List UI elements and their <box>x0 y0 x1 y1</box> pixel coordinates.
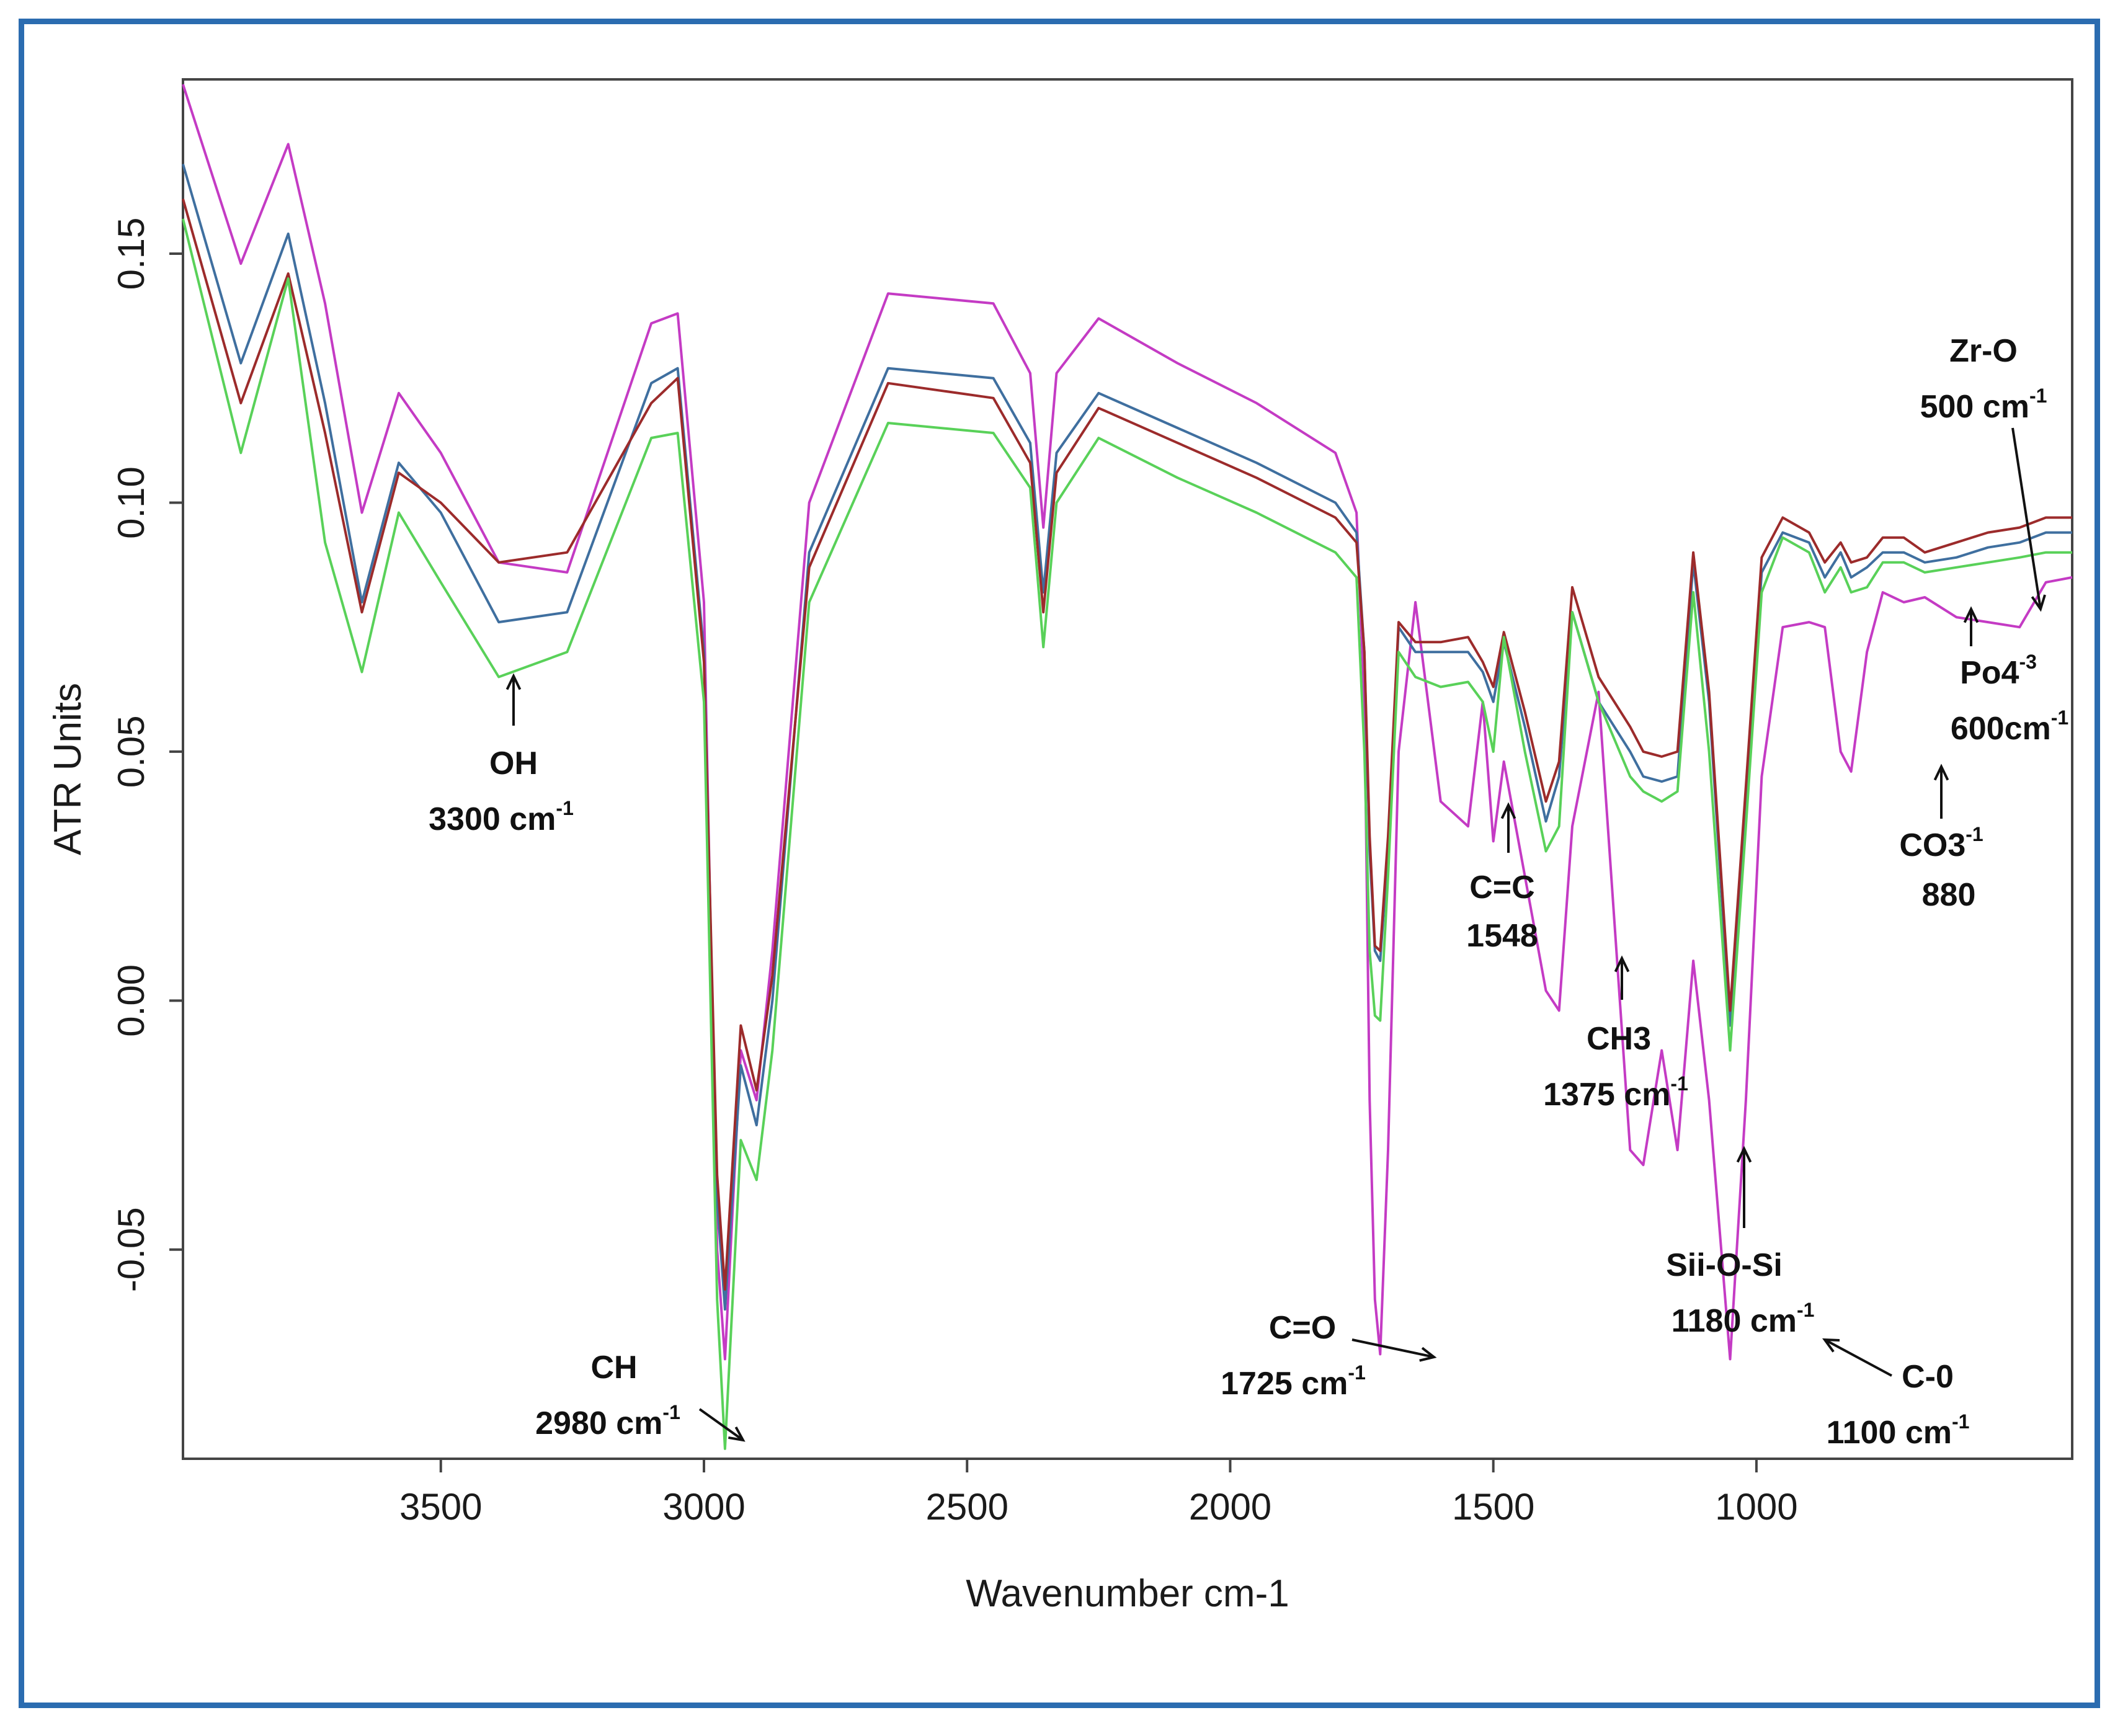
annotation-arrows <box>505 427 2046 1442</box>
annotation-arrow-1 <box>505 673 522 726</box>
x-tick-label: 3500 <box>399 1486 482 1528</box>
y-tick-label: 0.00 <box>110 964 152 1037</box>
annotation-co3-value: 880 <box>1922 877 1976 913</box>
x-tick-label: 1000 <box>1715 1486 1797 1528</box>
y-axis-title: ATR Units <box>47 683 89 855</box>
x-tick-label: 2000 <box>1189 1486 1271 1528</box>
x-tick-label: 2500 <box>925 1486 1008 1528</box>
x-tick-label: 3000 <box>662 1486 745 1528</box>
x-axis: 3500 3000 2500 2000 1500 1000 <box>399 1459 1798 1528</box>
y-tick-label: 0.05 <box>110 716 152 788</box>
annotation-co-label: C=O <box>1269 1310 1336 1346</box>
annotation-po4-value: 600cm-1 <box>1951 706 2068 747</box>
annotation-zro-label: Zr-O <box>1949 333 2018 369</box>
y-tick-label: 0.15 <box>110 218 152 290</box>
annotation-ch3-value: 1375 cm-1 <box>1543 1072 1688 1113</box>
annotation-po4-label: Po4-3 <box>1960 651 2037 691</box>
x-axis-title: Wavenumber cm-1 <box>966 1572 1289 1615</box>
annotation-co-value: 1725 cm-1 <box>1221 1361 1366 1402</box>
annotation-cc-label: C=C <box>1469 870 1534 906</box>
annotation-siosi-label: Sii-O-Si <box>1666 1247 1783 1283</box>
annotation-arrow-5 <box>1614 955 1630 1000</box>
annotation-ch-label: CH <box>590 1350 637 1386</box>
y-tick-label: -0.05 <box>110 1207 152 1292</box>
annotation-cc-value: 1548 <box>1466 918 1538 954</box>
annotation-arrow-6 <box>1736 1146 1752 1228</box>
annotation-co3-label: CO3-1 <box>1899 823 1983 863</box>
series-line-4 <box>182 218 2072 1450</box>
annotation-arrow-7 <box>1822 1338 1892 1377</box>
annotation-arrow-8 <box>1933 763 1949 819</box>
annotation-co-single-value: 1100 cm-1 <box>1827 1410 1970 1451</box>
annotation-arrow-10 <box>2011 427 2046 612</box>
annotation-arrow-9 <box>1963 606 1979 646</box>
annotation-ch-value: 2980 cm-1 <box>535 1401 680 1441</box>
plot-area <box>182 78 2073 1460</box>
series-group <box>182 84 2073 1450</box>
y-tick-label: 0.10 <box>110 466 152 539</box>
annotation-arrow-3 <box>1351 1338 1437 1362</box>
annotation-arrow-2 <box>698 1408 746 1442</box>
annotation-siosi-value: 1180 cm-1 <box>1672 1299 1815 1339</box>
annotation-arrow-4 <box>1500 802 1516 853</box>
annotation-ch3-label: CH3 <box>1587 1021 1651 1057</box>
annotation-co-single-label: C-0 <box>1902 1359 1954 1395</box>
annotation-zro-value: 500 cm-1 <box>1920 385 2047 425</box>
y-axis: 0.15 0.10 0.05 0.00 -0.05 <box>110 218 183 1292</box>
x-tick-label: 1500 <box>1452 1486 1534 1528</box>
annotation-oh-value: 3300 cm-1 <box>429 797 574 837</box>
annotation-oh-label: OH <box>489 746 538 781</box>
